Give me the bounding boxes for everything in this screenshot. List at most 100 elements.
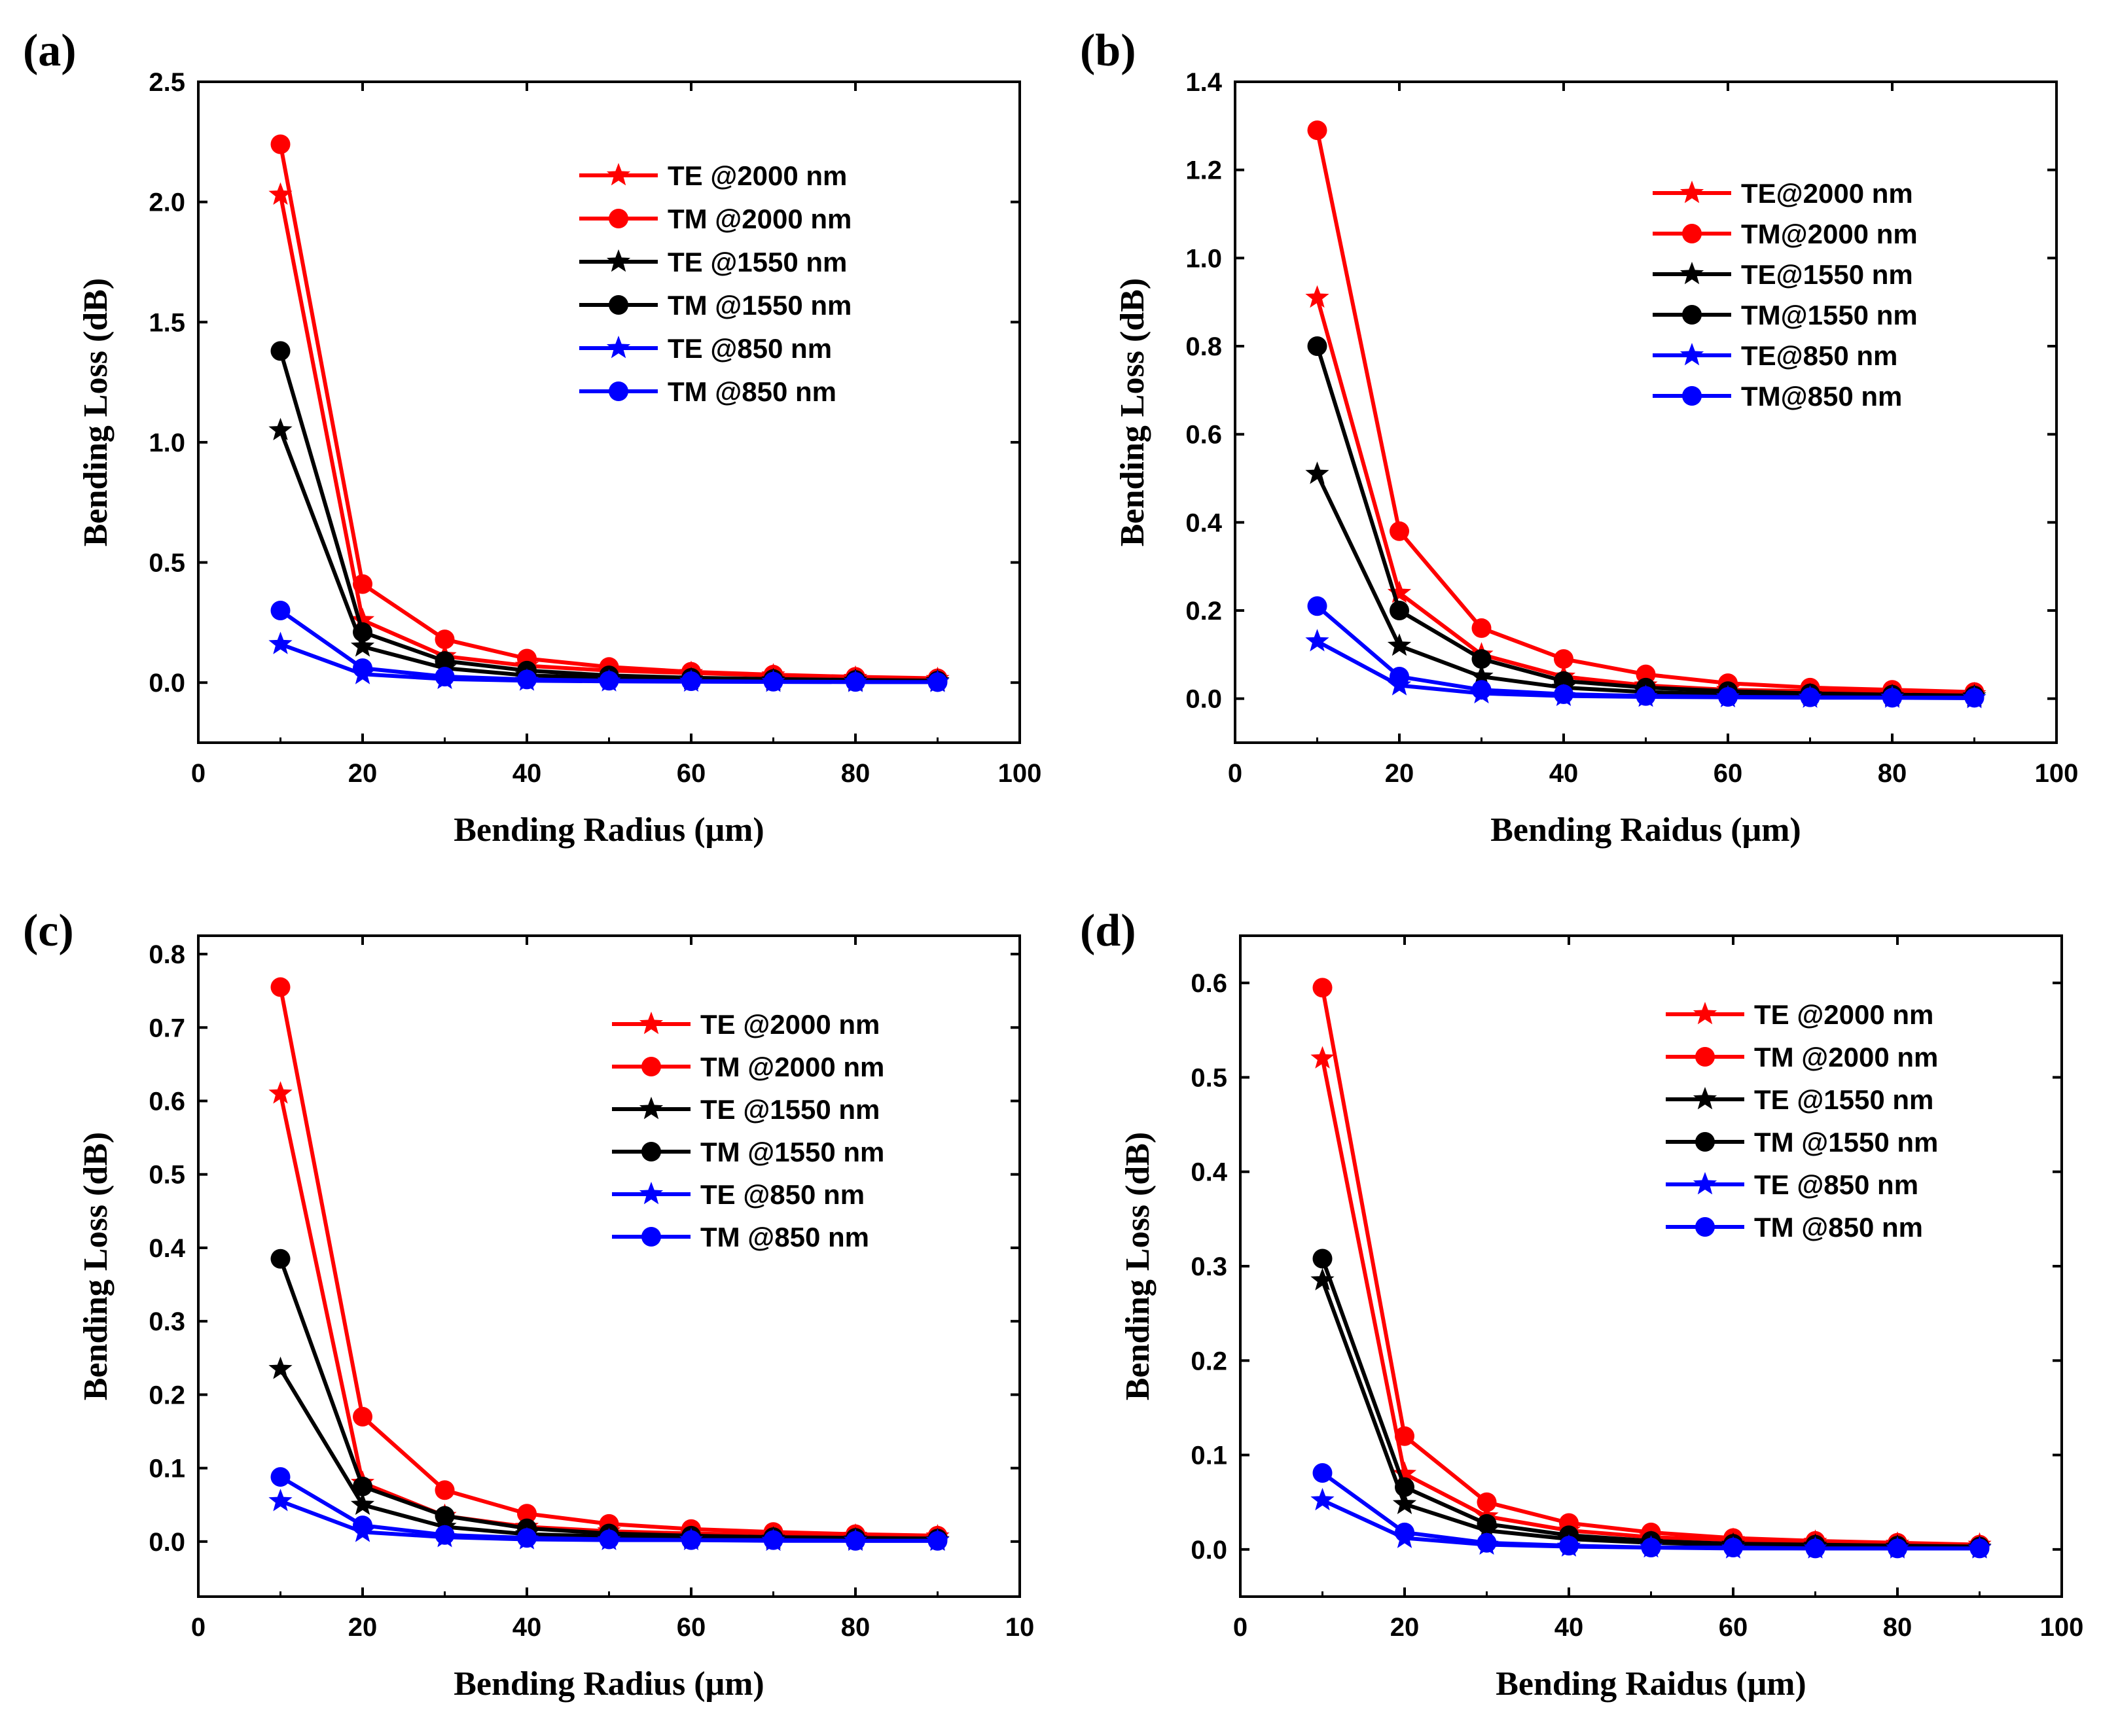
legend-label: TE @1550 nm bbox=[1754, 1084, 1933, 1115]
data-point bbox=[927, 1531, 948, 1551]
x-tick-label: 40 bbox=[512, 759, 542, 788]
x-axis-title: Bending Radius (μm) bbox=[454, 811, 764, 849]
legend-marker bbox=[609, 381, 628, 401]
series-line bbox=[1315, 473, 1975, 699]
panel-label: (b) bbox=[1080, 26, 1136, 76]
series-tm-850-nm bbox=[270, 601, 948, 692]
data-point bbox=[1395, 1522, 1414, 1542]
legend-marker bbox=[606, 163, 631, 186]
legend-marker bbox=[1695, 1047, 1715, 1067]
data-point bbox=[681, 671, 701, 691]
legend-marker bbox=[639, 1012, 664, 1035]
legend-entry: TM @850 nm bbox=[1666, 1212, 1923, 1243]
data-point bbox=[1305, 461, 1329, 484]
y-tick-label: 0.3 bbox=[149, 1307, 185, 1336]
series-te-1550-nm bbox=[268, 417, 950, 692]
legend-entry: TM @1550 nm bbox=[612, 1137, 884, 1167]
data-point bbox=[268, 182, 293, 205]
data-point bbox=[1554, 649, 1573, 669]
legend-entry: TE @2000 nm bbox=[1666, 999, 1933, 1030]
data-point bbox=[1888, 1538, 1907, 1559]
legend-marker bbox=[641, 1142, 661, 1161]
x-tick-label: 0 bbox=[191, 759, 206, 788]
legend-entry: TM @850 nm bbox=[579, 376, 836, 407]
legend-entry: TE @2000 nm bbox=[612, 1009, 880, 1040]
data-point bbox=[1312, 1462, 1333, 1483]
x-tick-label: 100 bbox=[2035, 759, 2079, 788]
legend-entry: TE @1550 nm bbox=[1666, 1084, 1933, 1115]
legend-label: TM@850 nm bbox=[1741, 381, 1902, 412]
data-point bbox=[1471, 618, 1492, 638]
x-tick-label: 20 bbox=[348, 759, 378, 788]
x-tick-label: 60 bbox=[1714, 759, 1743, 788]
data-point bbox=[517, 669, 537, 690]
data-point bbox=[1554, 684, 1573, 704]
series-line bbox=[278, 350, 938, 683]
data-point bbox=[1477, 1492, 1497, 1512]
data-point bbox=[268, 1081, 293, 1104]
y-tick-label: 0.4 bbox=[1185, 508, 1222, 537]
legend-marker bbox=[606, 336, 631, 359]
x-tick-label: 100 bbox=[2040, 1613, 2084, 1642]
data-point bbox=[1469, 664, 1494, 687]
x-tick-label: 0 bbox=[1228, 759, 1242, 788]
data-point bbox=[1305, 629, 1329, 652]
x-tick-label: 20 bbox=[348, 1613, 378, 1642]
legend-label: TM @2000 nm bbox=[1754, 1042, 1938, 1072]
series-te-2000-nm bbox=[1310, 1046, 1992, 1555]
y-tick-label: 0.1 bbox=[149, 1455, 185, 1483]
legend-label: TM@2000 nm bbox=[1741, 219, 1918, 249]
x-tick-label: 0 bbox=[1233, 1613, 1248, 1642]
x-tick-label: 60 bbox=[1719, 1613, 1748, 1642]
legend-label: TM @2000 nm bbox=[668, 204, 852, 234]
series-line bbox=[278, 1258, 938, 1541]
data-point bbox=[1471, 680, 1492, 700]
data-point bbox=[1312, 1249, 1333, 1269]
legend-marker bbox=[641, 1057, 661, 1076]
legend-marker bbox=[639, 1182, 664, 1205]
legend-marker bbox=[1693, 1002, 1717, 1025]
legend-label: TM @2000 nm bbox=[700, 1052, 884, 1082]
plot-frame bbox=[197, 934, 1021, 1598]
chart-panel-2: (b) 0 20 40 60 80 100 0.0 0.2 0.4 0.6 0.8 1.0 1.2 1.4 B… bbox=[1080, 26, 2078, 849]
x-tick-label: 40 bbox=[512, 1613, 542, 1642]
legend-marker bbox=[1679, 262, 1704, 285]
data-point bbox=[435, 629, 455, 650]
legend-label: TE @2000 nm bbox=[1754, 999, 1933, 1030]
y-tick-label: 0.2 bbox=[1185, 597, 1222, 626]
legend-label: TE @850 nm bbox=[700, 1179, 865, 1210]
legend-label: TM @1550 nm bbox=[1754, 1127, 1938, 1158]
x-tick-label: 80 bbox=[1883, 1613, 1912, 1642]
data-point bbox=[270, 341, 291, 361]
legend-label: TE@850 nm bbox=[1741, 340, 1897, 371]
data-point bbox=[599, 1529, 619, 1550]
x-tick-label: 40 bbox=[1554, 1613, 1584, 1642]
legend-entry: TM@1550 nm bbox=[1653, 300, 1918, 330]
legend-entry: TM @1550 nm bbox=[1666, 1127, 1938, 1158]
data-point bbox=[1390, 521, 1409, 541]
y-tick-label: 0.0 bbox=[1185, 685, 1222, 714]
data-point bbox=[1305, 285, 1329, 308]
legend-label: TE @2000 nm bbox=[668, 160, 847, 191]
x-tick-label: 40 bbox=[1549, 759, 1579, 788]
data-point bbox=[1392, 1491, 1417, 1514]
x-tick-label: 20 bbox=[1385, 759, 1414, 788]
y-tick-label: 1.0 bbox=[1185, 244, 1222, 273]
y-tick-label: 0.5 bbox=[149, 1161, 185, 1190]
data-point bbox=[1307, 120, 1327, 141]
y-tick-label: 0.6 bbox=[1185, 421, 1222, 450]
y-tick-label: 0.6 bbox=[1191, 969, 1227, 998]
legend-marker bbox=[1693, 1172, 1717, 1195]
legend-label: TM @850 nm bbox=[1754, 1212, 1923, 1243]
data-point bbox=[763, 1530, 783, 1550]
legend-marker bbox=[1682, 305, 1702, 325]
legend-marker bbox=[1679, 181, 1704, 204]
data-point bbox=[1800, 687, 1820, 707]
y-tick-label: 0.5 bbox=[1191, 1063, 1227, 1092]
legend-entry: TM@850 nm bbox=[1653, 381, 1902, 412]
y-tick-label: 1.5 bbox=[149, 308, 185, 337]
x-tick-label: 100 bbox=[998, 759, 1042, 788]
data-point bbox=[350, 1492, 375, 1515]
chart-panel-3: (c) 0 20 40 60 80 10 0.0 0.1 0.2 0.3 0.4 0.5 0.6 0.7 0.… bbox=[23, 906, 1034, 1703]
